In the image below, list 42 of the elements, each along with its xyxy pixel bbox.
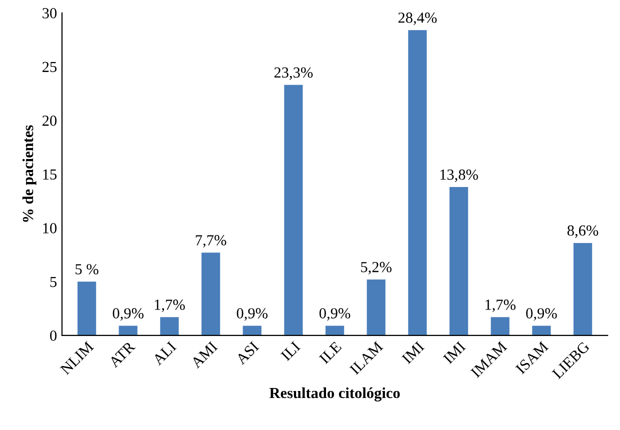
data-label: 13,8% xyxy=(440,169,478,182)
x-tick-label: ALI xyxy=(152,341,177,366)
x-tick-label: ILI xyxy=(280,341,301,362)
data-label: 5,2% xyxy=(361,262,392,274)
x-tick-label: ATR xyxy=(108,340,136,368)
bar xyxy=(532,326,551,336)
y-tick-label: 25 xyxy=(42,62,57,72)
y-axis-title: % de pacientes xyxy=(22,125,36,222)
data-label: 28,4% xyxy=(398,12,437,26)
bar xyxy=(284,84,303,336)
y-tick-label: 20 xyxy=(42,116,57,126)
data-label: 1,7% xyxy=(154,300,185,312)
data-label: 0,9% xyxy=(319,308,350,321)
y-tick-label: 0 xyxy=(50,330,57,341)
bar xyxy=(78,282,96,336)
y-tick-label: 5 xyxy=(50,276,57,288)
bar xyxy=(160,317,179,336)
data-label: 23,3% xyxy=(274,67,313,80)
bar xyxy=(490,317,510,336)
y-tick-label: 30 xyxy=(42,8,57,18)
data-label: 0,9% xyxy=(112,308,144,321)
bar xyxy=(574,242,592,336)
bar xyxy=(326,326,344,336)
data-label: 7,7% xyxy=(196,235,226,248)
bar xyxy=(118,326,138,336)
data-label: 5 % xyxy=(76,264,98,274)
data-label: 8,6% xyxy=(567,225,598,238)
x-tick-label: ASI xyxy=(235,340,260,366)
y-tick-label: 15 xyxy=(43,169,57,180)
bar xyxy=(202,252,220,336)
y-tick-label: 10 xyxy=(43,223,57,234)
bar xyxy=(242,326,262,336)
data-label: 0,9% xyxy=(236,308,268,321)
data-label: 0,9% xyxy=(526,308,557,321)
x-tick-label: IMI xyxy=(401,341,425,364)
x-tick-label: IMI xyxy=(442,341,466,364)
bar xyxy=(408,30,427,336)
bar xyxy=(450,187,468,336)
bar xyxy=(366,280,386,336)
data-label: 1,7% xyxy=(486,300,516,312)
x-axis-title: Resultado citológico xyxy=(270,387,400,402)
x-tick-label: ILE xyxy=(318,341,342,364)
